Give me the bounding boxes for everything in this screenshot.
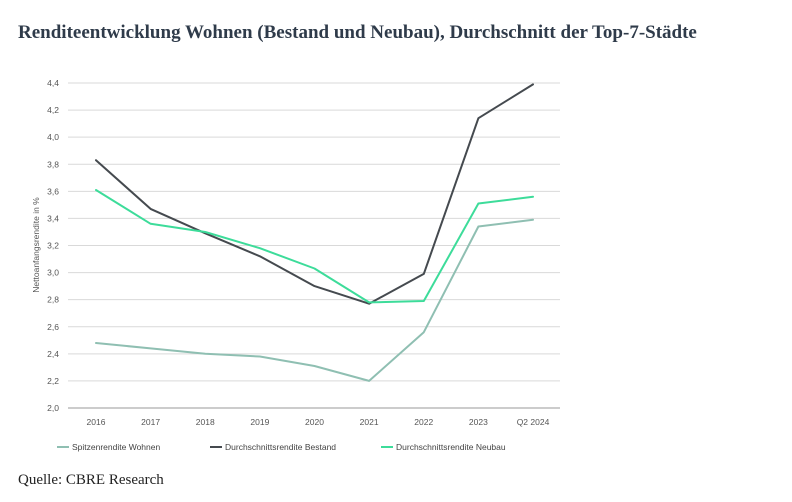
- series-line-1: [95, 83, 534, 305]
- series-lines: [95, 83, 534, 382]
- y-tick-label: 4,0: [47, 132, 59, 142]
- gridlines: [68, 82, 560, 409]
- series-line-2: [95, 189, 534, 304]
- y-tick-label: 2,8: [47, 295, 59, 305]
- legend-label: Durchschnittsrendite Neubau: [396, 442, 506, 452]
- y-tick-label: 3,4: [47, 213, 59, 223]
- x-tick-label: 2020: [305, 417, 324, 427]
- legend-label: Spitzenrendite Wohnen: [72, 442, 160, 452]
- legend-label: Durchschnittsrendite Bestand: [225, 442, 336, 452]
- x-tick-label: 2018: [196, 417, 215, 427]
- x-tick-label: 2022: [414, 417, 433, 427]
- y-tick-label: 2,4: [47, 349, 59, 359]
- series-line-0: [95, 218, 534, 382]
- y-tick-label: 3,6: [47, 186, 59, 196]
- source-note: Quelle: CBRE Research: [18, 472, 164, 488]
- y-tick-label: 3,8: [47, 159, 59, 169]
- y-tick-label: 3,2: [47, 241, 59, 251]
- y-tick-label: 4,4: [47, 78, 59, 88]
- x-tick-label: 2017: [141, 417, 160, 427]
- y-tick-label: 4,2: [47, 105, 59, 115]
- y-tick-label: 2,2: [47, 376, 59, 386]
- y-tick-label: 3,0: [47, 268, 59, 278]
- chart-title: Renditeentwicklung Wohnen (Bestand und N…: [18, 22, 697, 43]
- x-tick-label: 2016: [87, 417, 106, 427]
- x-tick-label: Q2 2024: [517, 417, 550, 427]
- legend: Spitzenrendite Wohnen Durchschnittsrendit…: [57, 442, 506, 452]
- y-axis-label: Nettoanfangsrendite in %: [31, 197, 41, 293]
- x-tick-label: 2019: [250, 417, 269, 427]
- x-tick-label: 2021: [360, 417, 379, 427]
- x-tick-label: 2023: [469, 417, 488, 427]
- y-tick-label: 2,0: [47, 403, 59, 413]
- y-axis-ticks: 2,0 2,2 2,4 2,6 2,8 3,0 3,2 3,4 3,6 3,8 4,0 4,2 4,4: [47, 78, 59, 413]
- x-axis-ticks: 2016 2017 2018 2019 2020 2021 2022 2023 Q2 2024: [87, 417, 550, 427]
- y-tick-label: 2,6: [47, 322, 59, 332]
